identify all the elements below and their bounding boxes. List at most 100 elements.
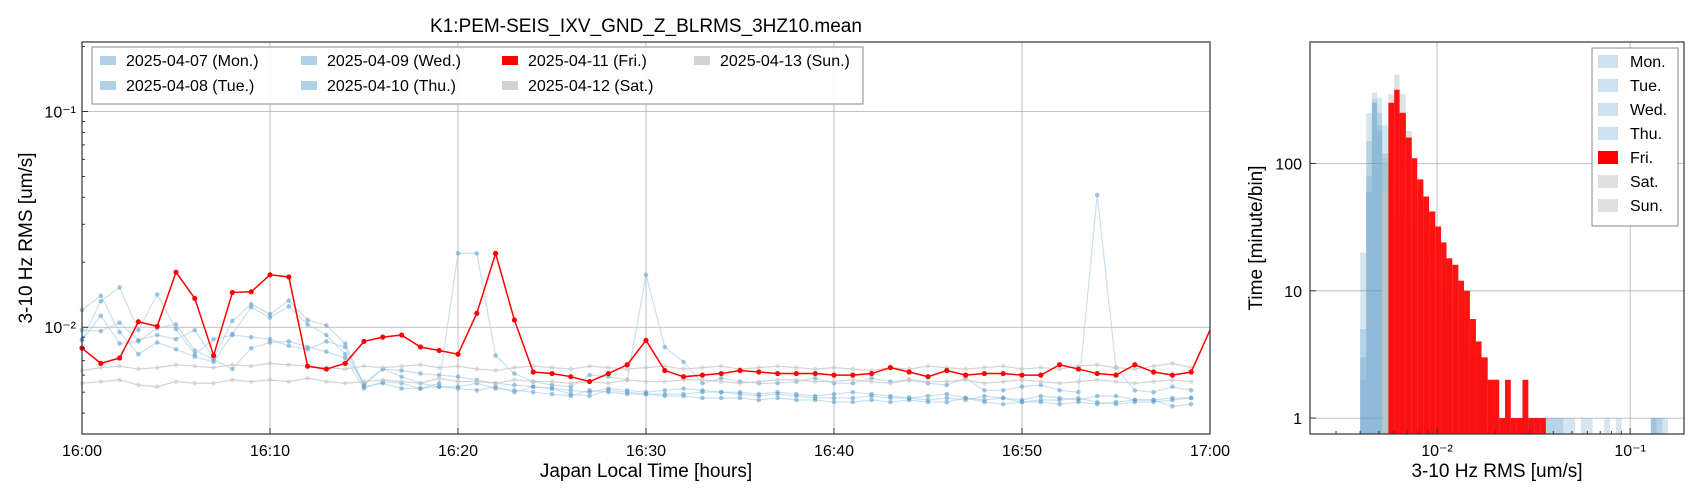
timeseries-point (793, 370, 800, 377)
timeseries-point (229, 289, 235, 296)
timeseries-point (511, 317, 517, 323)
histogram-bar (1377, 112, 1383, 435)
timeseries-point (624, 362, 630, 368)
timeseries-point (436, 375, 442, 381)
timeseries-legend-label: 2025-04-12 (Sat.) (528, 78, 653, 95)
timeseries-point (1019, 384, 1025, 390)
histogram-bar (1510, 418, 1517, 434)
timeseries-point (1076, 395, 1081, 401)
timeseries-x-tick-label: 16:00 (62, 443, 102, 460)
timeseries-point (324, 339, 329, 344)
timeseries-point (230, 366, 235, 372)
histogram-bar (1417, 179, 1424, 434)
timeseries-point (342, 351, 348, 357)
timeseries-point (342, 341, 348, 346)
timeseries-point (1170, 404, 1175, 409)
timeseries-point (98, 293, 104, 299)
timeseries-point (1151, 363, 1156, 369)
timeseries-point (305, 347, 310, 352)
timeseries-legend-item: 2025-04-11 (Fri.) (502, 53, 647, 70)
timeseries-point (192, 327, 198, 333)
timeseries-point (173, 269, 179, 275)
histogram-bar (1551, 418, 1558, 434)
timeseries-point (380, 365, 386, 370)
timeseries-point (436, 380, 442, 386)
timeseries-point (399, 368, 404, 373)
timeseries-point (267, 377, 273, 383)
timeseries-point (944, 382, 950, 388)
timeseries-point (117, 329, 122, 335)
histogram-legend-item: Sun. (1598, 198, 1663, 215)
timeseries-point (474, 366, 480, 372)
timeseries-point (963, 377, 968, 383)
timeseries-legend-item: 2025-04-12 (Sat.) (502, 78, 653, 95)
histogram-bar (1469, 319, 1476, 434)
timeseries-point (944, 399, 950, 405)
timeseries-point (248, 334, 254, 340)
timeseries-legend-item: 2025-04-08 (Tue.) (100, 78, 254, 95)
histogram-legend-swatch (1598, 175, 1618, 188)
timeseries-point (399, 379, 404, 384)
timeseries-point (98, 328, 104, 334)
timeseries-point (154, 340, 160, 345)
timeseries-point (230, 377, 235, 383)
histogram-bar (1366, 191, 1372, 434)
timeseries-point (493, 353, 498, 358)
timeseries-point (982, 380, 987, 386)
histogram-bar (1366, 112, 1372, 435)
timeseries-point (248, 289, 254, 295)
timeseries-line (81, 299, 1192, 407)
timeseries-point (906, 395, 912, 401)
timeseries-point (982, 393, 987, 399)
timeseries-point (1094, 362, 1100, 368)
timeseries-point (342, 344, 348, 350)
timeseries-point (700, 395, 705, 401)
timeseries-point (136, 351, 141, 357)
timeseries-point (831, 365, 837, 370)
timeseries-point (154, 332, 160, 338)
timeseries-x-tick-label: 16:30 (626, 443, 666, 460)
histogram-bar (1563, 418, 1570, 434)
timeseries-point (418, 371, 423, 376)
timeseries-point (267, 311, 273, 317)
timeseries-point (549, 391, 555, 397)
timeseries-line (81, 294, 1192, 401)
histogram-bar (1522, 379, 1529, 434)
timeseries-point (662, 344, 668, 350)
timeseries-point (154, 292, 160, 297)
timeseries-point (925, 363, 931, 369)
timeseries-point (1057, 362, 1063, 368)
timeseries-point (756, 397, 762, 403)
timeseries-point (380, 334, 386, 340)
timeseries-legend: 2025-04-07 (Mon.) 2025-04-08 (Tue.) 2025-0… (91, 46, 864, 105)
histogram-bar (1360, 329, 1367, 434)
timeseries-point (98, 365, 104, 370)
timeseries-series-group (79, 192, 1211, 409)
timeseries-point (1094, 192, 1100, 198)
timeseries-point (737, 367, 743, 374)
histogram-bar (1650, 418, 1657, 434)
histogram-x-tick-label: 10⁻¹ (1614, 443, 1646, 460)
timeseries-point (530, 379, 536, 384)
timeseries-point (286, 298, 292, 303)
timeseries-point (963, 397, 968, 403)
histogram-bar (1366, 175, 1372, 435)
timeseries-point (624, 389, 630, 395)
timeseries-point (173, 322, 179, 327)
timeseries-point (305, 322, 310, 327)
timeseries-point (963, 372, 969, 378)
timeseries-point (1000, 363, 1006, 369)
timeseries-point (173, 336, 179, 342)
timeseries-point (718, 379, 724, 384)
timeseries-point (117, 355, 123, 361)
timeseries-point (606, 388, 611, 393)
timeseries-y-tick-label: 10⁻² (44, 320, 76, 337)
timeseries-legend-swatch (694, 56, 710, 65)
timeseries-point (850, 395, 856, 401)
histogram-plot-frame (1309, 41, 1685, 435)
timeseries-point (1188, 401, 1194, 407)
timeseries-point (643, 379, 649, 384)
timeseries-point (192, 351, 198, 357)
timeseries-point (286, 274, 292, 280)
timeseries-point (700, 365, 705, 370)
